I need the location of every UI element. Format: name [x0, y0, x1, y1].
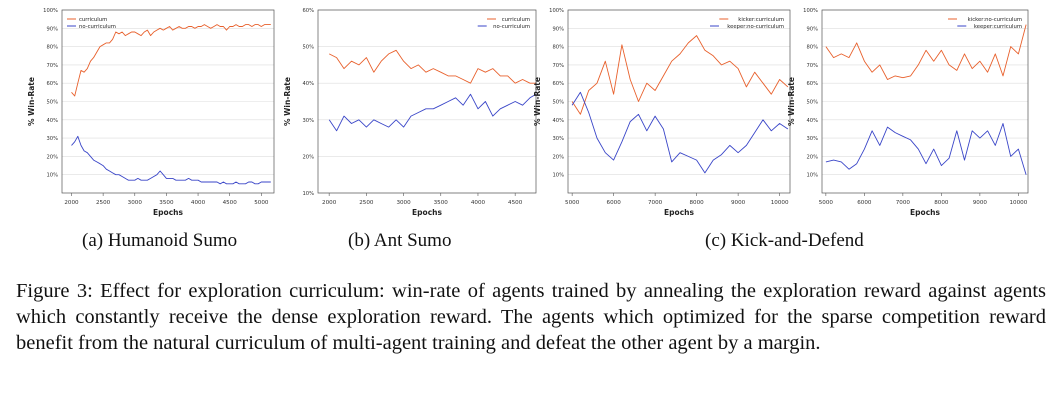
x-tick-label: 5000: [819, 200, 834, 206]
x-tick-label: 4000: [191, 200, 206, 206]
y-axis-label: % Win-Rate: [27, 77, 36, 126]
x-tick-label: 5000: [254, 200, 269, 206]
y-axis-label: % Win-Rate: [787, 77, 796, 126]
y-tick-label: 40%: [46, 118, 58, 124]
y-tick-label: 10%: [552, 173, 564, 179]
x-tick-label: 7000: [648, 200, 663, 206]
y-tick-label: 30%: [552, 136, 564, 142]
y-tick-label: 100%: [43, 8, 58, 14]
x-tick-label: 3000: [396, 200, 411, 206]
figure-plots: 10% 20% 30% 40% 50% 60% 70% 80% 90% 100% 2000 2500 3…: [27, 8, 1029, 217]
y-tick-label: 60%: [552, 81, 564, 87]
x-axis-label: Epochs: [664, 208, 694, 217]
y-tick-label: 100%: [549, 8, 564, 14]
x-tick-label: 10000: [1009, 200, 1027, 206]
x-tick-label: 3500: [159, 200, 174, 206]
y-tick-label: 40%: [806, 118, 818, 124]
y-tick-label: 60%: [806, 81, 818, 87]
y-tick-label: 90%: [806, 26, 818, 32]
y-tick-label: 60%: [302, 8, 314, 14]
y-tick-label: 30%: [302, 118, 314, 124]
y-tick-label: 10%: [302, 191, 314, 197]
y-axis-label: % Win-Rate: [533, 77, 542, 126]
x-tick-label: 5000: [565, 200, 580, 206]
subplot-humanoid-sumo: 10% 20% 30% 40% 50% 60% 70% 80% 90% 100% 2000 2500 3…: [27, 8, 275, 217]
x-tick-label: 3500: [434, 200, 449, 206]
y-tick-label: 20%: [552, 154, 564, 160]
series-line-curriculum: [328, 49, 536, 84]
x-tick-label: 2500: [96, 200, 111, 206]
x-tick-label: 3000: [128, 200, 143, 206]
x-tick-label: 2000: [64, 200, 79, 206]
series-line-no-curriculum: [71, 135, 271, 185]
x-tick-label: 4000: [471, 200, 486, 206]
subplot-kick-and-defend-left: 10% 20% 30% 40% 50% 60% 70% 80% 90% 100% 5000 6000 7…: [533, 8, 791, 217]
y-tick-label: 50%: [302, 45, 314, 51]
subplot-ant-sumo: 10% 20% 30% 40% 50% 60% 2000 2500 3000 3500 4000 45…: [283, 8, 537, 217]
y-tick-label: 70%: [806, 63, 818, 69]
series-line-kicker-no-curriculum: [825, 24, 1027, 80]
legend-label: kicker:no-curriculum: [968, 17, 1022, 23]
x-axis-label: Epochs: [153, 208, 183, 217]
legend-label: kicker:curriculum: [738, 17, 784, 23]
y-tick-label: 100%: [803, 8, 818, 14]
x-tick-label: 2000: [322, 200, 337, 206]
x-tick-label: 4500: [223, 200, 238, 206]
x-tick-label: 6000: [607, 200, 622, 206]
subplot-label-b: (b) Ant Sumo: [348, 230, 452, 251]
x-tick-label: 6000: [857, 200, 872, 206]
y-tick-label: 80%: [46, 45, 58, 51]
y-tick-label: 10%: [46, 173, 58, 179]
y-tick-label: 10%: [806, 173, 818, 179]
y-tick-label: 60%: [46, 81, 58, 87]
figure-caption: Figure 3: Effect for exploration curricu…: [16, 280, 1046, 354]
y-tick-label: 40%: [302, 81, 314, 87]
x-tick-label: 9000: [731, 200, 746, 206]
x-tick-label: 2500: [359, 200, 374, 206]
series-line-keeper-no-curriculum: [571, 91, 789, 174]
subplot-label-a: (a) Humanoid Sumo: [82, 230, 238, 251]
x-tick-label: 10000: [771, 200, 789, 206]
x-tick-label: 7000: [896, 200, 911, 206]
y-tick-label: 20%: [806, 154, 818, 160]
subplot-kick-and-defend-right: 10% 20% 30% 40% 50% 60% 70% 80% 90% 100% 5000 6000 7…: [787, 8, 1029, 217]
y-tick-label: 50%: [46, 100, 58, 106]
plot-frame: [567, 9, 791, 194]
legend-label: no-curriculum: [493, 24, 530, 30]
x-axis-label: Epochs: [910, 208, 940, 217]
plot-frame: [317, 9, 537, 194]
y-tick-label: 50%: [552, 100, 564, 106]
plot-frame: [821, 9, 1029, 194]
x-tick-label: 8000: [690, 200, 705, 206]
y-tick-label: 50%: [806, 100, 818, 106]
series-line-keeper-curriculum: [825, 123, 1027, 175]
y-tick-label: 90%: [552, 26, 564, 32]
y-tick-label: 20%: [302, 154, 314, 160]
x-tick-label: 8000: [934, 200, 949, 206]
y-tick-label: 30%: [806, 136, 818, 142]
series-line-curriculum: [71, 24, 271, 97]
x-tick-label: 4500: [508, 200, 523, 206]
y-tick-label: 70%: [46, 63, 58, 69]
legend-label: curriculum: [502, 17, 530, 23]
subplot-label-c: (c) Kick-and-Defend: [705, 230, 864, 251]
y-tick-label: 40%: [552, 118, 564, 124]
plot-frame: [61, 9, 275, 194]
y-tick-label: 80%: [552, 45, 564, 51]
legend-label: keeper:no-curriculum: [727, 24, 784, 30]
legend-label: curriculum: [79, 17, 107, 23]
y-tick-label: 20%: [46, 154, 58, 160]
y-tick-label: 90%: [46, 26, 58, 32]
y-tick-label: 30%: [46, 136, 58, 142]
series-line-no-curriculum: [328, 93, 537, 132]
y-tick-label: 80%: [806, 45, 818, 51]
legend-label: no-curriculum: [79, 24, 116, 30]
x-tick-label: 9000: [973, 200, 988, 206]
series-line-kicker-curriculum: [571, 35, 789, 115]
x-axis-label: Epochs: [412, 208, 442, 217]
y-axis-label: % Win-Rate: [283, 77, 292, 126]
legend-label: keeper:curriculum: [974, 24, 1022, 30]
y-tick-label: 70%: [552, 63, 564, 69]
